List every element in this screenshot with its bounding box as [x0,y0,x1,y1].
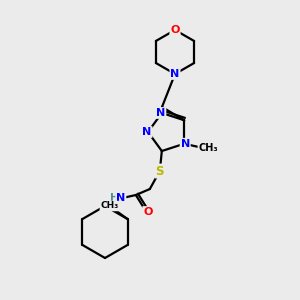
Text: CH₃: CH₃ [100,202,118,211]
Text: CH₃: CH₃ [198,143,218,153]
Text: O: O [170,25,180,35]
Text: O: O [143,207,152,217]
Text: N: N [142,127,152,137]
Text: N: N [116,193,125,203]
Text: N: N [170,69,180,79]
Text: H: H [110,193,119,203]
Text: N: N [156,108,165,118]
Text: S: S [156,164,164,178]
Text: N: N [181,139,190,149]
